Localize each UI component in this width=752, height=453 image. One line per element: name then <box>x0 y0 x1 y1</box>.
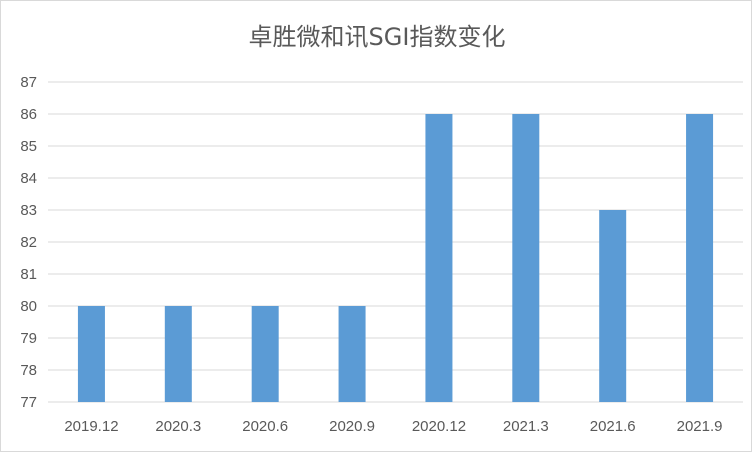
y-tick-label: 84 <box>20 170 37 187</box>
x-tick-label: 2021.3 <box>503 418 549 435</box>
bar <box>512 114 540 402</box>
x-tick-label: 2020.3 <box>155 418 201 435</box>
x-tick-label: 2021.9 <box>677 418 723 435</box>
x-axis-ticks: 2019.12 2020.3 2020.6 2020.9 2020.12 2021.3 20… <box>64 418 722 435</box>
bar <box>338 306 366 402</box>
chart-title: 卓胜微和讯SGI指数变化 <box>248 23 506 51</box>
x-tick-label: 2021.6 <box>590 418 636 435</box>
y-tick-label: 79 <box>20 330 37 347</box>
x-tick-label: 2020.6 <box>242 418 288 435</box>
x-tick-label: 2020.9 <box>329 418 375 435</box>
bar <box>251 306 279 402</box>
y-tick-label: 80 <box>20 298 37 315</box>
y-tick-label: 78 <box>20 362 37 379</box>
y-axis-ticks: 77 78 79 80 81 82 83 84 85 86 87 <box>20 74 37 411</box>
y-tick-label: 85 <box>20 138 37 155</box>
y-tick-label: 77 <box>20 394 37 411</box>
bar <box>599 210 627 402</box>
bar <box>164 306 192 402</box>
bar <box>425 114 453 402</box>
x-tick-label: 2019.12 <box>64 418 118 435</box>
bar <box>77 306 105 402</box>
y-tick-label: 87 <box>20 74 37 91</box>
bar <box>686 114 714 402</box>
y-tick-label: 82 <box>20 234 37 251</box>
y-tick-label: 86 <box>20 106 37 123</box>
gridlines <box>48 81 743 403</box>
y-tick-label: 81 <box>20 266 37 283</box>
bars <box>77 114 714 402</box>
x-tick-label: 2020.12 <box>412 418 466 435</box>
y-tick-label: 83 <box>20 202 37 219</box>
